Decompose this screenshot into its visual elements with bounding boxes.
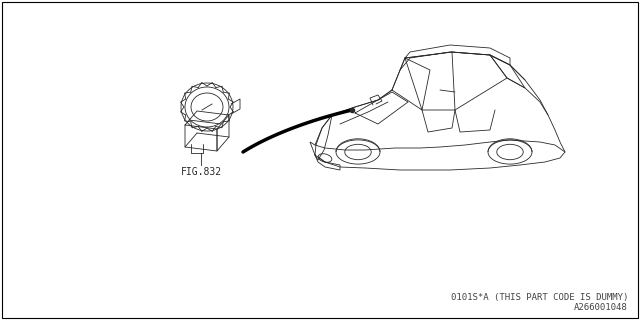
Text: FIG.832: FIG.832 — [180, 167, 221, 177]
Text: A266001048: A266001048 — [574, 303, 628, 312]
Text: 0101S*A (THIS PART CODE IS DUMMY): 0101S*A (THIS PART CODE IS DUMMY) — [451, 293, 628, 302]
